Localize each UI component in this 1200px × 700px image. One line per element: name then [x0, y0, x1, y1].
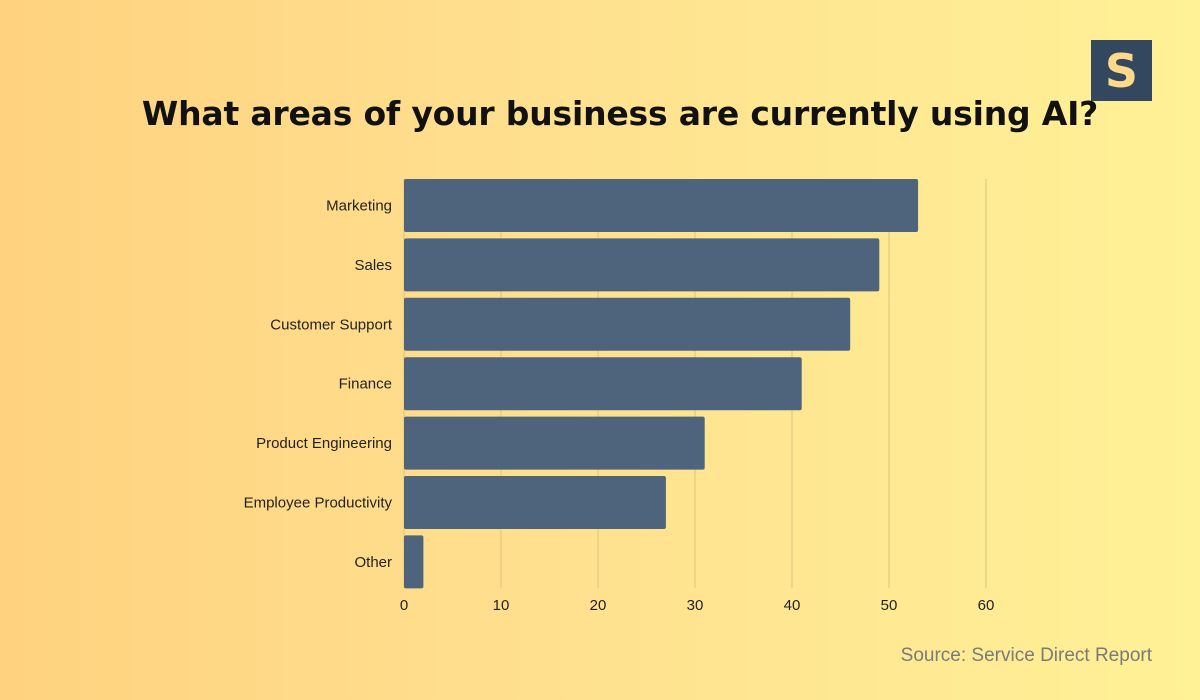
bar-sales: [404, 238, 880, 292]
category-label: Customer Support: [270, 316, 393, 333]
bar-marketing: [404, 179, 919, 232]
bar-other: [404, 535, 424, 589]
source-note: Source: Service Direct Report: [900, 645, 1152, 666]
chart-title: What areas of your business are currentl…: [141, 94, 1099, 133]
bar-finance: [404, 357, 802, 411]
category-label: Sales: [354, 257, 392, 274]
brand-logo-letter: S: [1104, 43, 1139, 98]
category-label: Product Engineering: [256, 435, 392, 452]
x-tick-label: 50: [881, 597, 898, 614]
x-tick-label: 40: [784, 597, 801, 614]
x-tick-label: 30: [687, 597, 704, 614]
category-label: Employee Productivity: [244, 495, 393, 512]
x-tick-label: 0: [400, 597, 408, 614]
x-tick-label: 20: [590, 597, 607, 614]
category-label: Marketing: [326, 198, 392, 215]
bar-employee-productivity: [404, 476, 666, 529]
bar-product-engineering: [404, 416, 705, 470]
bar-customer-support: [404, 297, 851, 351]
category-label: Finance: [339, 376, 392, 393]
brand-logo: S: [1091, 40, 1152, 101]
x-tick-label: 60: [978, 597, 995, 614]
x-tick-label: 10: [493, 597, 510, 614]
category-label: Other: [354, 554, 392, 571]
